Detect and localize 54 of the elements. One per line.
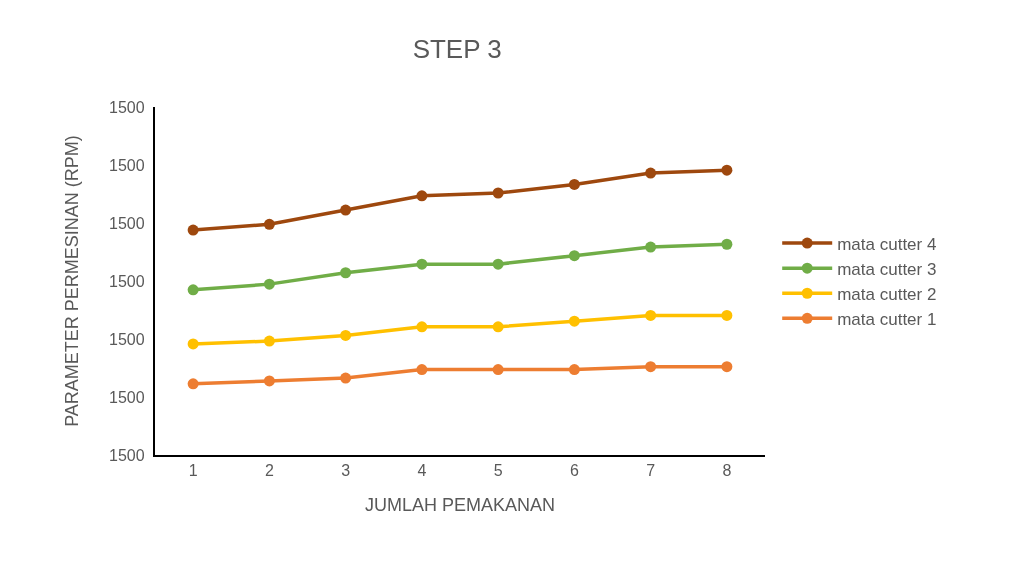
point: [340, 267, 352, 279]
text: 1500: [109, 99, 145, 116]
legend-label: mata cutter 2: [837, 284, 937, 304]
point: [263, 278, 275, 290]
point: [416, 258, 428, 270]
point: [568, 178, 580, 190]
point: [568, 315, 580, 327]
text: 1500: [109, 157, 145, 174]
x-tick-label: 2: [264, 462, 274, 480]
point: [340, 204, 352, 216]
legend-label: mata cutter 1: [837, 309, 937, 329]
point: [492, 258, 504, 270]
point: [645, 309, 657, 321]
point: [568, 250, 580, 262]
point: [645, 361, 657, 373]
point: [416, 364, 428, 376]
point: [187, 224, 199, 236]
text: 1500: [109, 215, 145, 232]
point: [187, 378, 199, 390]
x-tick-label: 7: [646, 462, 656, 480]
point: [340, 372, 352, 384]
point: [492, 187, 504, 199]
point: [187, 338, 199, 350]
point: [645, 241, 657, 253]
text: 1500: [109, 447, 145, 464]
chart-title: STEP 3: [412, 34, 502, 65]
point: [721, 164, 733, 176]
point: [492, 321, 504, 333]
point: [263, 375, 275, 387]
text: 1500: [109, 273, 145, 290]
point: [645, 167, 657, 179]
point: [187, 284, 199, 296]
legend-label: mata cutter 4: [837, 234, 937, 254]
x-tick-label: 1: [188, 462, 198, 480]
point: [340, 329, 352, 341]
x-tick-label: 3: [341, 462, 351, 480]
x-tick-label: 4: [417, 462, 427, 480]
point: [263, 335, 275, 347]
point: [416, 190, 428, 202]
y-axis-title: PARAMETER PERMESINAN (RPM): [61, 135, 82, 427]
point: [492, 364, 504, 376]
point: [721, 238, 733, 250]
x-tick-label: 5: [493, 462, 503, 480]
point: [263, 218, 275, 230]
point: [721, 361, 733, 373]
x-tick-label: 6: [569, 462, 579, 480]
point: [721, 309, 733, 321]
text: 1500: [109, 331, 145, 348]
text: 1500: [109, 389, 145, 406]
legend-label: mata cutter 3: [837, 259, 937, 279]
x-axis-title: JUMLAH PEMAKANAN: [364, 494, 556, 515]
point: [568, 364, 580, 376]
x-tick-label: 8: [722, 462, 732, 480]
point: [416, 321, 428, 333]
